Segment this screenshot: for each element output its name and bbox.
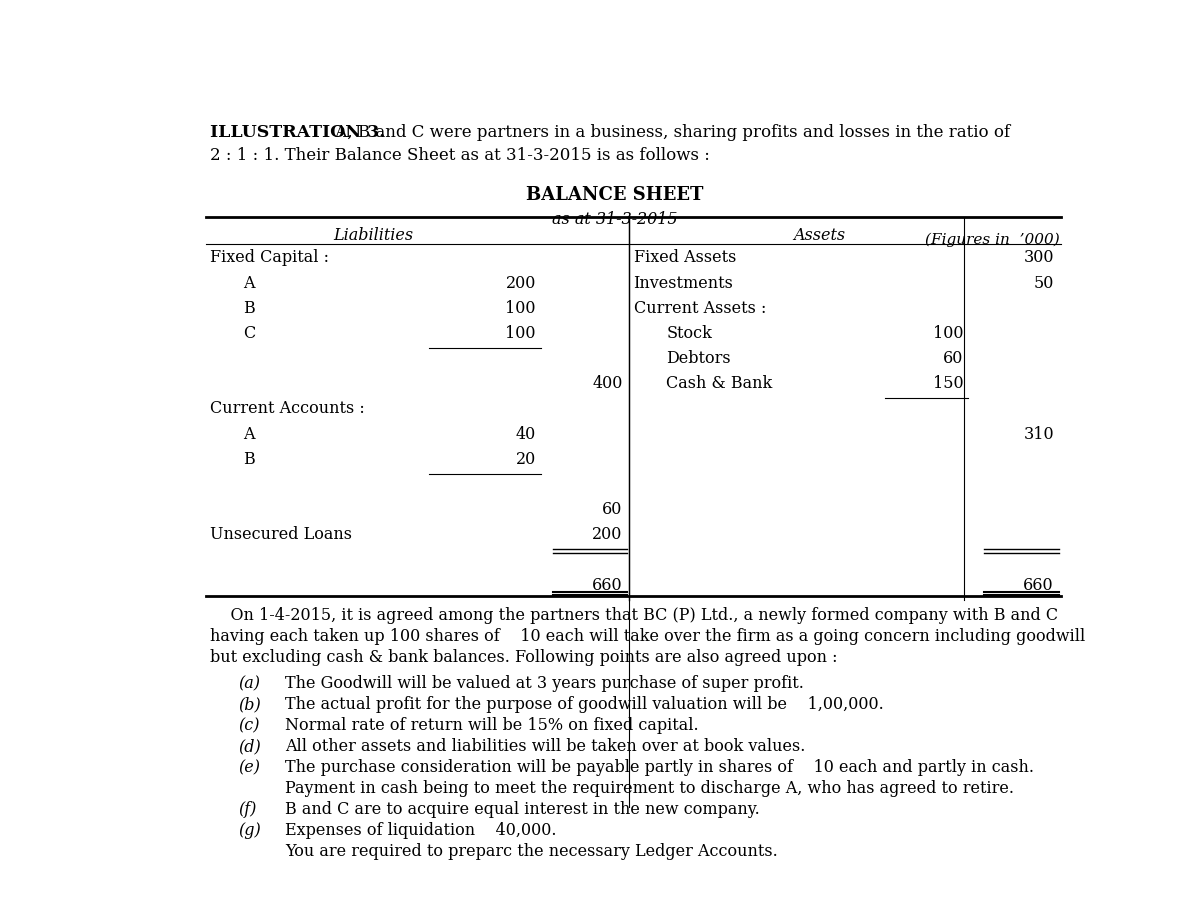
- Text: having each taken up 100 shares of    10 each will take over the firm as a going: having each taken up 100 shares of 10 ea…: [210, 627, 1086, 645]
- Text: (d): (d): [239, 738, 262, 755]
- Text: All other assets and liabilities will be taken over at book values.: All other assets and liabilities will be…: [284, 738, 805, 755]
- Text: ILLUSTRATION 3.: ILLUSTRATION 3.: [210, 124, 385, 142]
- Text: B: B: [242, 300, 254, 317]
- Text: (Figures in  ’000): (Figures in ’000): [925, 232, 1060, 247]
- Text: but excluding cash & bank balances. Following points are also agreed upon :: but excluding cash & bank balances. Foll…: [210, 648, 838, 666]
- Text: 660: 660: [1024, 577, 1054, 594]
- Text: Unsecured Loans: Unsecured Loans: [210, 527, 353, 543]
- Text: 150: 150: [934, 375, 964, 392]
- Text: 100: 100: [505, 325, 536, 342]
- Text: BALANCE SHEET: BALANCE SHEET: [527, 186, 703, 204]
- Text: 20: 20: [516, 450, 536, 468]
- Text: A: A: [242, 426, 254, 442]
- Text: 200: 200: [592, 527, 623, 543]
- Text: Fixed Assets: Fixed Assets: [634, 250, 736, 266]
- Text: The purchase consideration will be payable partly in shares of    10 each and pa: The purchase consideration will be payab…: [284, 759, 1034, 776]
- Text: 300: 300: [1024, 250, 1054, 266]
- Text: 100: 100: [505, 300, 536, 317]
- Text: Liabilities: Liabilities: [334, 227, 413, 243]
- Text: (g): (g): [239, 822, 262, 839]
- Text: (f): (f): [239, 801, 257, 818]
- Text: 50: 50: [1033, 274, 1054, 291]
- Text: A: A: [242, 274, 254, 291]
- Text: Current Accounts :: Current Accounts :: [210, 400, 365, 418]
- Text: 100: 100: [934, 325, 964, 342]
- Text: as at 31-3-2015: as at 31-3-2015: [552, 211, 678, 228]
- Text: Expenses of liquidation    40,000.: Expenses of liquidation 40,000.: [284, 822, 557, 839]
- Text: Fixed Capital :: Fixed Capital :: [210, 250, 330, 266]
- Text: 2 : 1 : 1. Their Balance Sheet as at 31-3-2015 is as follows :: 2 : 1 : 1. Their Balance Sheet as at 31-…: [210, 147, 710, 163]
- Text: Normal rate of return will be 15% on fixed capital.: Normal rate of return will be 15% on fix…: [284, 717, 698, 735]
- Text: C: C: [242, 325, 256, 342]
- Text: Payment in cash being to meet the requirement to discharge A, who has agreed to : Payment in cash being to meet the requir…: [284, 780, 1014, 797]
- Text: B and C are to acquire equal interest in the new company.: B and C are to acquire equal interest in…: [284, 801, 760, 818]
- Text: 60: 60: [602, 501, 623, 518]
- Text: Cash & Bank: Cash & Bank: [666, 375, 773, 392]
- Text: On 1-4-2015, it is agreed among the partners that BC (P) Ltd., a newly formed co: On 1-4-2015, it is agreed among the part…: [210, 607, 1058, 624]
- Text: 200: 200: [505, 274, 536, 291]
- Text: (c): (c): [239, 717, 260, 735]
- Text: Current Assets :: Current Assets :: [634, 300, 766, 317]
- Text: 40: 40: [516, 426, 536, 442]
- Text: Assets: Assets: [793, 227, 846, 243]
- Text: Investments: Investments: [634, 274, 733, 291]
- Text: 310: 310: [1024, 426, 1054, 442]
- Text: 400: 400: [592, 375, 623, 392]
- Text: 60: 60: [943, 350, 964, 367]
- Text: A, B and C were partners in a business, sharing profits and losses in the ratio : A, B and C were partners in a business, …: [330, 124, 1010, 142]
- Text: The Goodwill will be valued at 3 years purchase of super profit.: The Goodwill will be valued at 3 years p…: [284, 676, 804, 692]
- Text: (e): (e): [239, 759, 260, 776]
- Text: You are required to preparc the necessary Ledger Accounts.: You are required to preparc the necessar…: [284, 844, 778, 860]
- Text: B: B: [242, 450, 254, 468]
- Text: (b): (b): [239, 696, 262, 714]
- Text: The actual profit for the purpose of goodwill valuation will be    1,00,000.: The actual profit for the purpose of goo…: [284, 696, 883, 714]
- Text: Debtors: Debtors: [666, 350, 731, 367]
- Text: Stock: Stock: [666, 325, 712, 342]
- Text: (a): (a): [239, 676, 260, 692]
- Text: 660: 660: [592, 577, 623, 594]
